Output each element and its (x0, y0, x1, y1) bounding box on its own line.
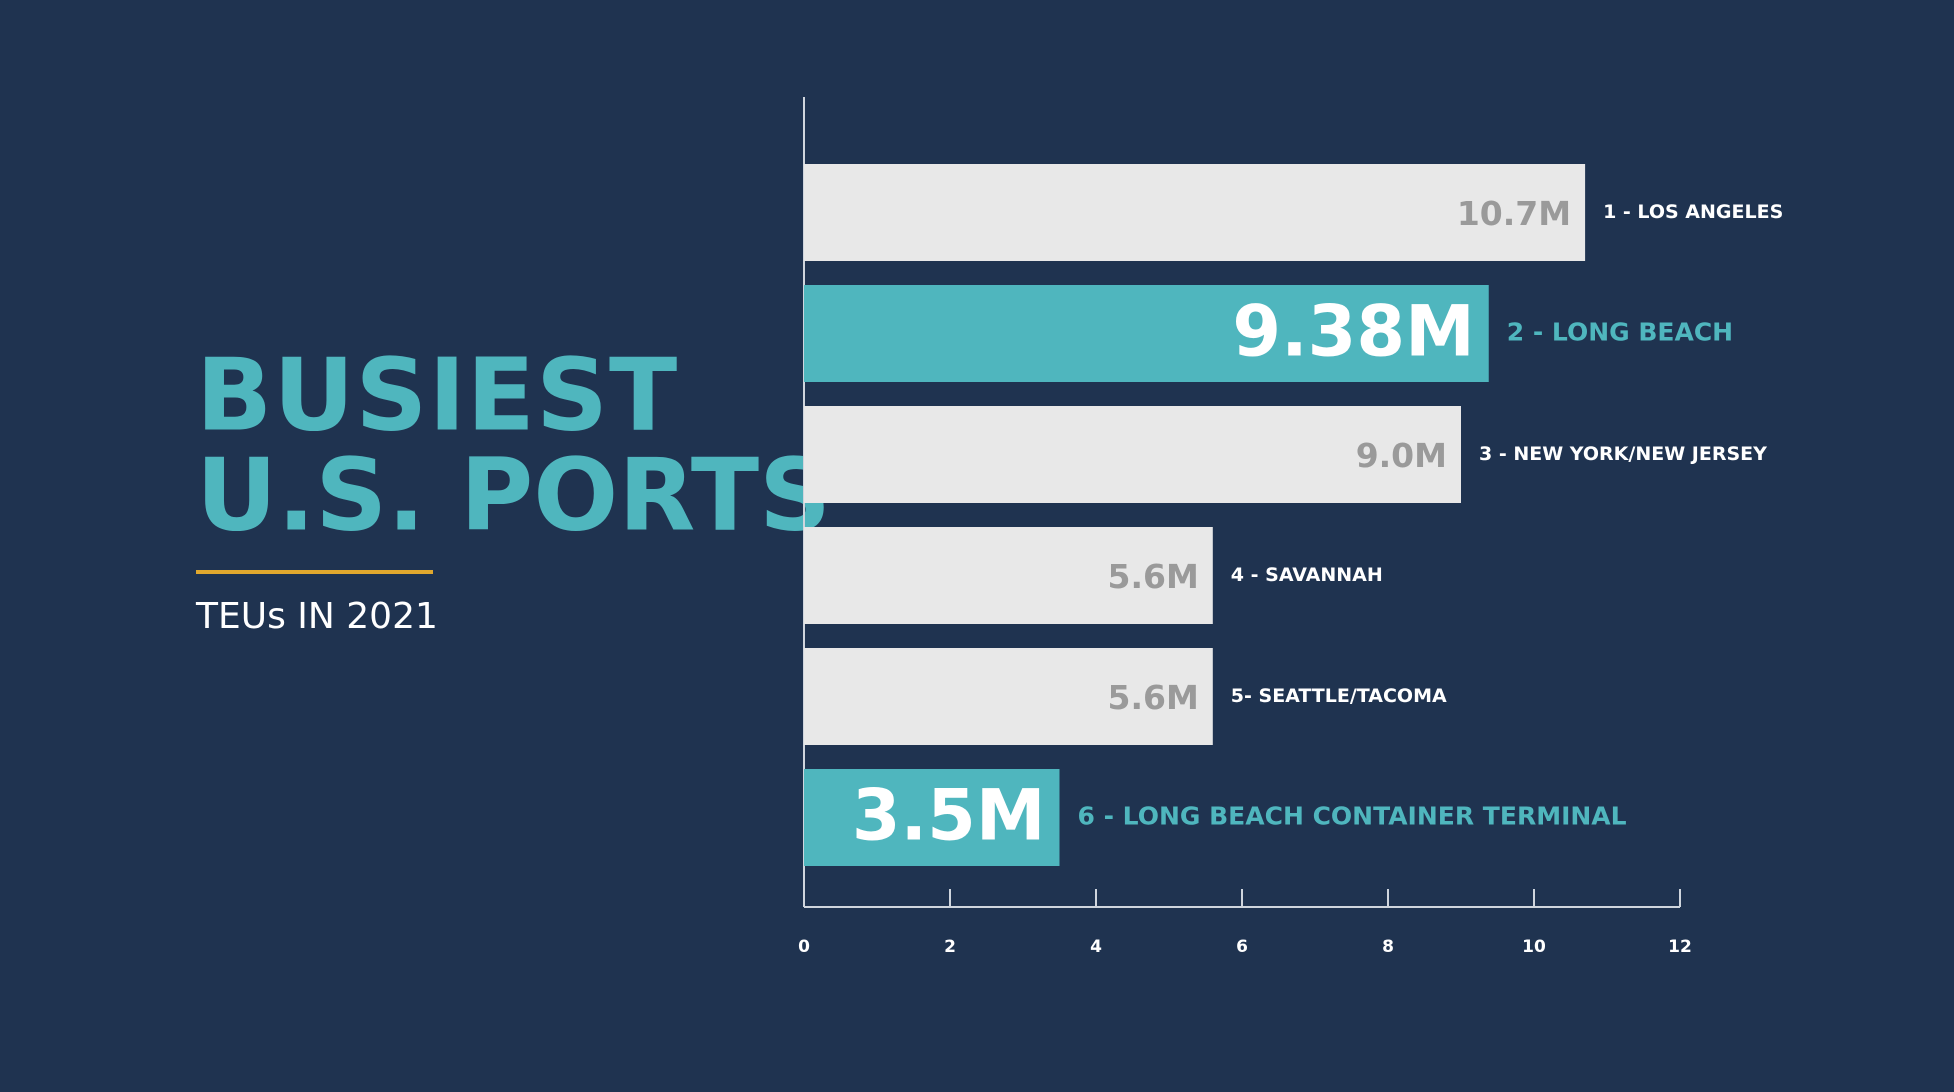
x-tick-label: 4 (1090, 937, 1102, 957)
bar (804, 164, 1586, 261)
value-label: 10.7M (1457, 194, 1571, 233)
chart-title: BUSIEST (196, 336, 678, 453)
x-tick-label: 12 (1668, 937, 1692, 957)
chart-subtitle: TEUs IN 2021 (195, 596, 438, 637)
value-label: 9.38M (1232, 291, 1474, 373)
bar (804, 406, 1461, 503)
category-label: 2 - LONG BEACH (1507, 318, 1733, 347)
category-label: 4 - SAVANNAH (1231, 564, 1383, 586)
bar (804, 648, 1213, 745)
value-label: 3.5M (852, 775, 1046, 857)
category-label: 1 - LOS ANGELES (1603, 201, 1783, 223)
category-label: 6 - LONG BEACH CONTAINER TERMINAL (1078, 802, 1627, 831)
value-label: 5.6M (1107, 678, 1198, 717)
chart-title: U.S. PORTS (196, 436, 831, 553)
x-tick-label: 10 (1522, 937, 1546, 957)
x-tick-label: 6 (1236, 937, 1248, 957)
bar (804, 527, 1213, 624)
value-label: 5.6M (1107, 557, 1198, 596)
x-tick-label: 2 (944, 937, 956, 957)
x-tick-label: 0 (798, 937, 810, 957)
category-label: 3 - NEW YORK/NEW JERSEY (1479, 443, 1767, 465)
category-label: 5- SEATTLE/TACOMA (1231, 685, 1447, 707)
x-tick-label: 8 (1382, 937, 1394, 957)
value-label: 9.0M (1356, 436, 1447, 475)
bar (804, 769, 1060, 866)
bar (804, 285, 1489, 382)
